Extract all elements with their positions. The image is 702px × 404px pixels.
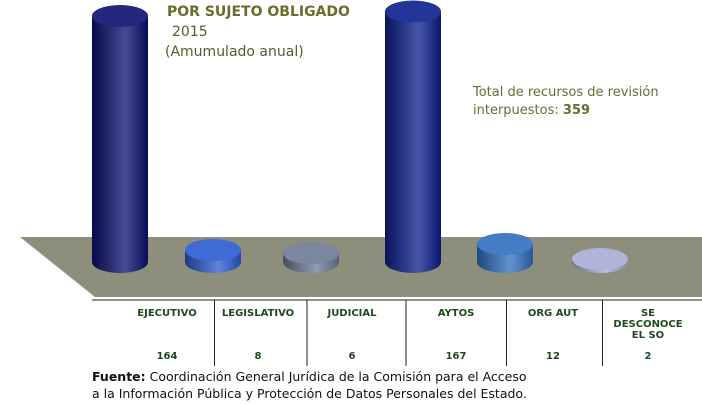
total: 359: [562, 103, 591, 118]
value-label: 8: [254, 351, 262, 362]
category-label: LEGISLATIVO: [221, 308, 295, 319]
annotation-text: Total de recursos de revisión interpuest…: [473, 85, 659, 118]
value-label: 2: [644, 351, 652, 362]
value-label: 12: [546, 351, 560, 362]
bar-top: [385, 0, 441, 23]
bar-top: [92, 5, 148, 27]
value-label: 164: [156, 351, 178, 362]
category-label: EJECUTIVO: [137, 308, 197, 319]
category-label: ORG AUT: [527, 308, 579, 319]
category-label: SE DESCONOCE EL SO: [613, 308, 683, 341]
category-label: AYTOS: [437, 308, 475, 319]
bar: [385, 11, 441, 273]
chart-title: POR SUJETO OBLIGADO: [167, 4, 350, 20]
bar: [92, 16, 148, 273]
source-line: Coordinación General Jurídica de la Comi…: [149, 369, 527, 384]
source-line: a la Información Pública y Protección de…: [92, 386, 527, 401]
value-label: 167: [445, 351, 467, 362]
subtitle: 2015: [172, 24, 208, 40]
bar-top: [185, 239, 241, 261]
source-label: Fuente:: [92, 369, 146, 384]
bar-top: [477, 233, 533, 255]
bar-top: [572, 248, 628, 270]
category-label: JUDICIAL: [327, 308, 377, 319]
annotation: Total de recursos de revisión interpuest…: [473, 84, 673, 120]
subtitle: (Amumulado anual): [165, 44, 304, 60]
bar-top: [283, 242, 339, 264]
value-label: 6: [348, 351, 356, 362]
source: Fuente: Coordinación General Jurídica de…: [92, 368, 527, 402]
